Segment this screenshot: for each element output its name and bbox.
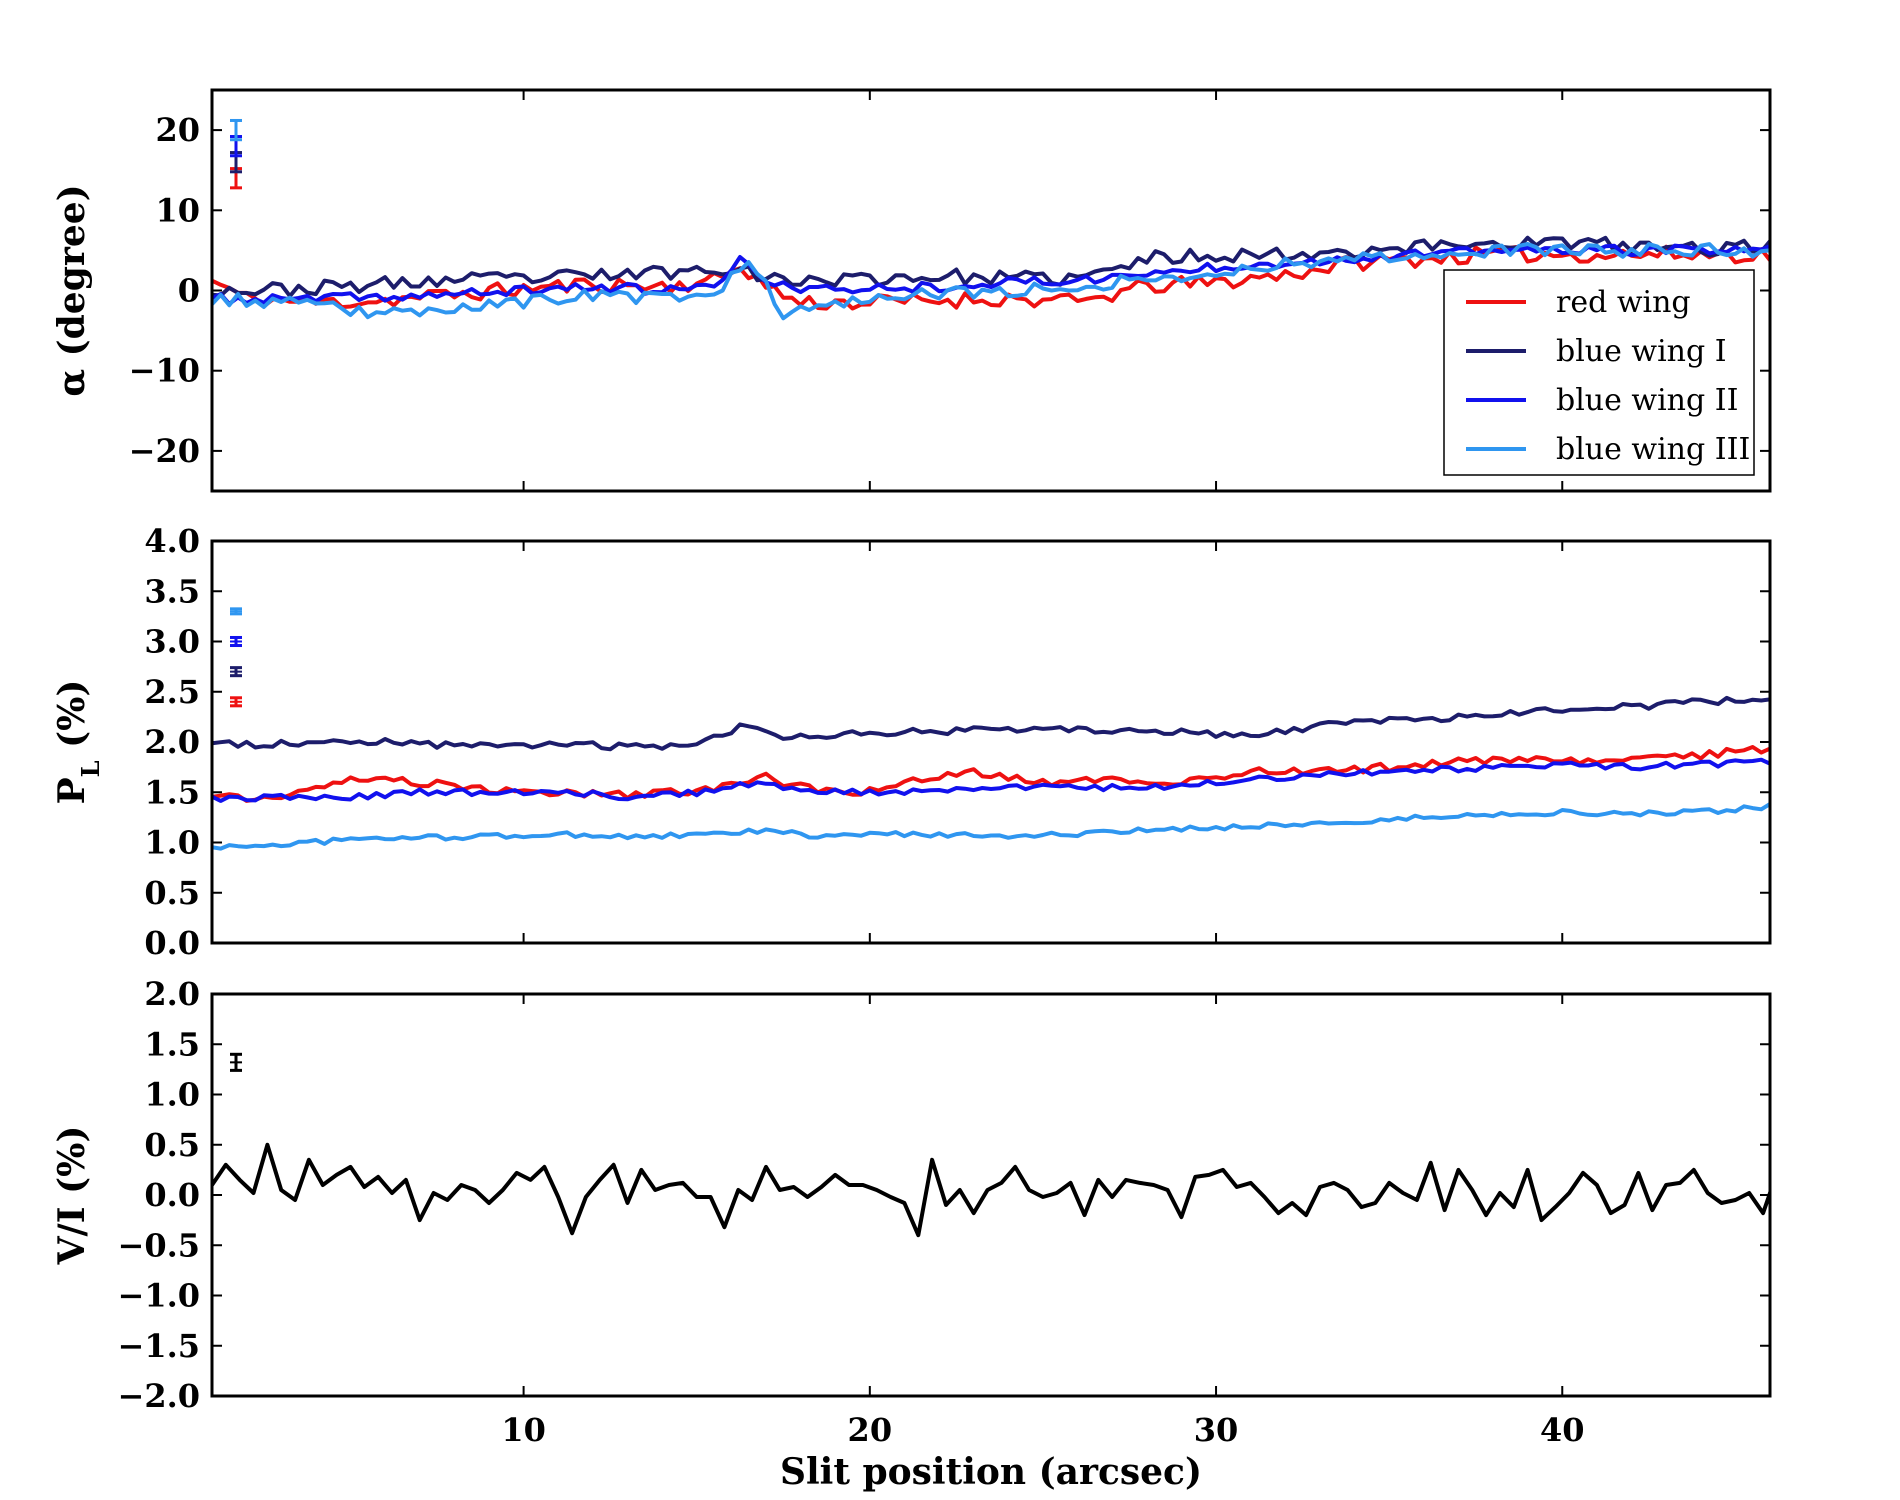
alpha-panel: −20 −10 0 10 20 α (degree) red wing blue wing I… <box>51 88 1772 493</box>
plot-frame <box>210 539 1772 945</box>
x-tick-label: 30 <box>1194 1411 1239 1449</box>
x-tick-label: 20 <box>848 1411 893 1449</box>
y-tick-label: 2.0 <box>144 975 200 1013</box>
series-line-blue-wing-iii <box>212 802 1770 851</box>
error-bar <box>230 666 242 678</box>
error-bar <box>230 1052 242 1072</box>
legend: red wing blue wing I blue wing II blue wing… <box>1443 269 1755 476</box>
y-tick-label: 2.5 <box>144 673 200 711</box>
plot-frame <box>210 88 1772 493</box>
y-tick-label: −1.5 <box>118 1327 200 1365</box>
legend-label: blue wing III <box>1556 432 1750 467</box>
series-line-blue-wing-ii <box>212 243 1770 306</box>
y-tick-label: 0.5 <box>144 874 200 912</box>
y-tick-label: 0.0 <box>144 924 200 962</box>
series-line-red-wing <box>212 745 1770 803</box>
x-tick-label: 10 <box>501 1411 546 1449</box>
error-bar <box>230 607 242 616</box>
y-tick-label: 4.0 <box>144 522 200 560</box>
y-tick-label: 3.0 <box>144 623 200 661</box>
y-tick-label: 3.5 <box>144 572 200 610</box>
y-tick-label: 20 <box>155 111 200 149</box>
error-bar <box>230 635 242 648</box>
y-tick-label: 10 <box>155 191 200 229</box>
legend-label: red wing <box>1556 285 1691 320</box>
circular-polarization-panel: −2.0 −1.5 −1.0 −0.5 0.0 0.5 1.0 1.5 2.0 10 20 30 40 V… <box>51 975 1772 1449</box>
polarization-panel: 0.0 0.5 1.0 1.5 2.0 2.5 3.0 3.5 4.0 PL (%) <box>51 522 1772 962</box>
legend-label: blue wing II <box>1556 383 1738 418</box>
y-tick-label: 0 <box>178 272 200 310</box>
y-tick-label: −10 <box>129 352 200 390</box>
y-tick-label: −0.5 <box>118 1226 200 1264</box>
series-line-blue-wing-ii <box>212 757 1770 803</box>
y-tick-label: 2.0 <box>144 723 200 761</box>
error-bar <box>230 118 242 142</box>
plot-frame <box>210 992 1772 1398</box>
y-tick-label: 0.0 <box>144 1176 200 1214</box>
y-tick-label: 1.0 <box>144 1076 200 1114</box>
error-bar <box>230 696 242 708</box>
series-line-v-i <box>212 1142 1770 1238</box>
x-tick-label: 40 <box>1540 1411 1585 1449</box>
y-tick-label: 1.0 <box>144 824 200 862</box>
y-tick-label: −1.0 <box>118 1277 200 1315</box>
series-line-blue-wing-i <box>212 235 1770 299</box>
series-line-blue-wing-i <box>212 695 1770 752</box>
series-line-blue-wing-iii <box>212 242 1770 321</box>
y-tick-label: −2.0 <box>118 1377 200 1415</box>
y-tick-label: −20 <box>129 432 200 470</box>
y-tick-label: 1.5 <box>144 1025 200 1063</box>
y-axis-title: α (degree) <box>51 184 93 396</box>
y-tick-label: 0.5 <box>144 1126 200 1164</box>
x-axis-title: Slit position (arcsec) <box>780 1451 1202 1493</box>
y-tick-label: 1.5 <box>144 773 200 811</box>
y-axis-title: PL (%) <box>51 680 105 805</box>
y-axis-title: V/I (%) <box>51 1126 93 1266</box>
legend-label: blue wing I <box>1556 334 1727 369</box>
